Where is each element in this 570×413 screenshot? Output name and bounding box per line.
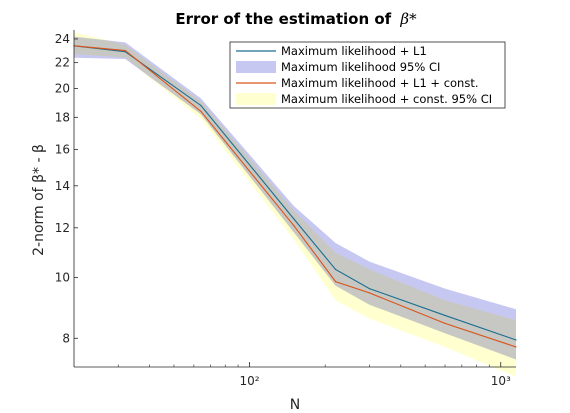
y-axis-label: 2-norm of β* - β xyxy=(31,144,47,256)
y-tick-label: 14 xyxy=(55,179,70,193)
y-tick-label: 12 xyxy=(55,221,70,235)
data-point xyxy=(444,314,446,317)
chart-title-symbol: β* xyxy=(399,10,417,28)
chart-title-text: Error of the estimation of xyxy=(175,10,391,28)
y-tick-label: 18 xyxy=(55,110,70,124)
y-tick-label: 22 xyxy=(55,56,70,70)
ci-band-ml xyxy=(74,36,516,360)
data-point xyxy=(200,104,202,107)
y-tick-label: 8 xyxy=(62,331,70,345)
y-tick-label: 20 xyxy=(55,82,70,96)
legend: Maximum likelihood + L1 Maximum likelihoo… xyxy=(229,41,506,109)
series-line-1 xyxy=(73,45,517,348)
data-point xyxy=(124,49,126,52)
y-axis-ticks: 8 10 12 14 16 18 20 22 24 xyxy=(55,32,78,345)
data-point xyxy=(334,281,337,283)
data-point xyxy=(334,268,337,271)
x-axis-ticks: 10² 10³ xyxy=(117,362,511,388)
data-point xyxy=(515,339,517,341)
legend-swatch-band xyxy=(236,93,276,105)
y-tick-label: 24 xyxy=(55,32,70,46)
x-tick-label: 10² xyxy=(240,374,260,388)
legend-entry-label: Maximum likelihood 95% CI xyxy=(281,60,440,74)
data-point xyxy=(515,346,517,348)
legend-entry-label: Maximum likelihood + const. 95% CI xyxy=(281,92,492,106)
y-tick-label: 16 xyxy=(55,142,70,156)
y-tick-label: 10 xyxy=(55,270,70,284)
legend-entry-label: Maximum likelihood + L1 xyxy=(281,44,427,58)
chart-title: Error of the estimation of β* xyxy=(175,10,417,28)
x-axis-label: N xyxy=(290,397,300,413)
data-point xyxy=(293,218,295,220)
data-point xyxy=(293,224,295,227)
x-tick-label: 10³ xyxy=(491,374,511,388)
data-point xyxy=(200,110,202,112)
legend-entry-label: Maximum likelihood + L1 + const. xyxy=(281,76,479,90)
data-point xyxy=(444,322,446,324)
data-point xyxy=(368,292,371,294)
legend-swatch-band xyxy=(236,61,276,73)
data-point xyxy=(368,288,371,290)
